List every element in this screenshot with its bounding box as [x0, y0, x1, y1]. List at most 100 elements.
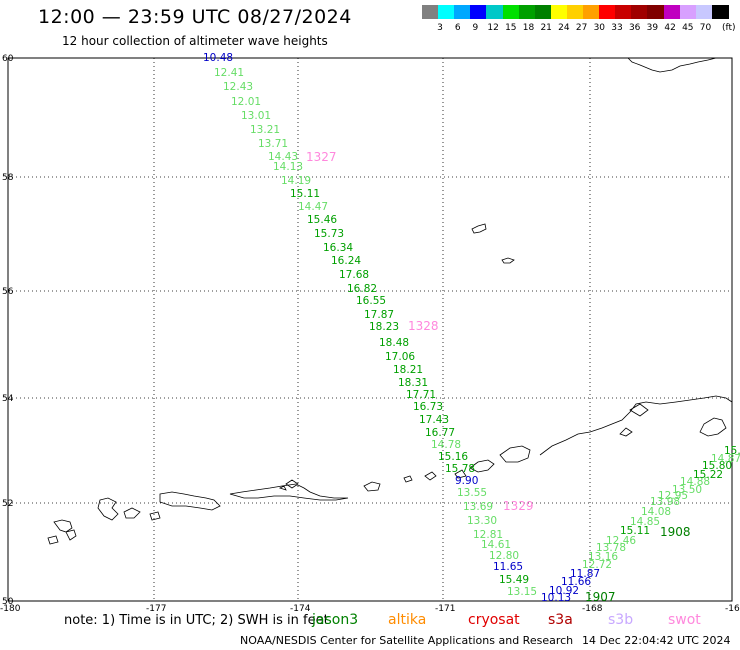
track-value-label: 10.92: [549, 585, 579, 597]
track-value-label: 13.50: [672, 484, 702, 496]
legend-swatch: [422, 5, 439, 19]
track-value-label: 15.22: [693, 469, 723, 481]
legend-swatch: [615, 5, 633, 19]
footer-organization: NOAA/NESDIS Center for Satellite Applica…: [240, 634, 574, 647]
legend-swatch: [518, 5, 536, 19]
satellite-name: jason3: [312, 612, 359, 628]
coastline-central-aleutians: [229, 479, 349, 501]
track-value-label: 12.41: [214, 67, 244, 79]
legend-swatch: [599, 5, 617, 19]
legend-label: 33: [611, 23, 623, 33]
note-text: note: 1) Time is in UTC; 2) SWH is in fe…: [64, 613, 329, 628]
track-value-label: 17.68: [339, 269, 369, 281]
track-value-label: 13.16: [588, 551, 618, 563]
track-value-label: 16.34: [323, 242, 353, 254]
lat-label: 58: [2, 173, 14, 183]
legend-swatch: [566, 5, 584, 19]
track-value-label: 13.78: [596, 542, 626, 554]
coastline-alaska-peninsula: [539, 395, 733, 456]
track-value-label: 12.43: [223, 81, 253, 93]
legend-swatch: [550, 5, 568, 19]
legend-label: 3: [437, 23, 443, 33]
lon-label: -174: [290, 604, 311, 614]
map-frame: [7, 57, 733, 602]
satellite-name: cryosat: [468, 612, 520, 628]
track-value-label: 15.49: [499, 574, 529, 586]
track-value-label: 14.85: [630, 516, 660, 528]
pass-label: 1907: [585, 590, 616, 604]
track-value-label: 13.21: [250, 124, 280, 136]
track-value-label: 13.15: [507, 586, 537, 598]
legend-label: 18: [522, 23, 535, 33]
legend-swatch: [647, 5, 665, 19]
track-value-label: 11.87: [570, 568, 600, 580]
pass-label: 1327: [306, 150, 337, 164]
track-value-label: 12.95: [658, 490, 688, 502]
track-value-label: 17.43: [419, 414, 449, 426]
track-value-label: 13.55: [457, 487, 487, 499]
track-value-label: 15.73: [314, 228, 344, 240]
lon-label: -177: [146, 604, 166, 614]
pass-label: 1328: [408, 319, 439, 333]
coastline-rat-islands: [97, 491, 221, 521]
track-value-label: 12.81: [473, 529, 503, 541]
legend-swatch: [663, 5, 681, 19]
legend-swatch: [631, 5, 649, 19]
legend-swatch: [583, 5, 600, 19]
track-value-label: 12.01: [231, 96, 261, 108]
track-value-label: 12.46: [606, 535, 636, 547]
satellite-name: swot: [668, 612, 701, 628]
map-title: 12:00 — 23:59 UTC 08/27/2024: [38, 6, 352, 28]
legend-label: 12: [487, 23, 499, 33]
legend-label: 42: [664, 23, 676, 33]
legend-label: 6: [454, 23, 461, 33]
legend-label: 70: [699, 23, 712, 33]
legend-unit: (ft): [722, 23, 736, 33]
lat-label: 60: [2, 54, 14, 64]
track-value-label: 10.13: [541, 592, 571, 604]
legend-swatch: [470, 5, 488, 19]
coastline-alaska-north: [627, 57, 717, 73]
track-value-label: 15.80: [702, 460, 732, 472]
track-value-label: 15.46: [307, 214, 337, 226]
legend-label: 21: [540, 23, 552, 33]
pass-label: 1908: [660, 525, 691, 539]
map-subtitle: 12 hour collection of altimeter wave hei…: [62, 34, 328, 48]
track-value-label: 15.: [724, 445, 740, 457]
coastline-pribilof-1: [471, 223, 487, 234]
lon-label: -180: [0, 604, 21, 614]
lat-label: 56: [2, 287, 14, 297]
lon-label: -16: [725, 604, 740, 614]
track-value-label: 12.72: [582, 559, 612, 571]
legend-swatch: [438, 5, 456, 19]
track-value-label: 13.01: [241, 110, 271, 122]
satellite-name: altika: [388, 612, 427, 628]
track-value-label: 13.30: [467, 515, 497, 527]
track-value-label: 12.80: [489, 550, 519, 562]
track-value-label: 14.43: [268, 151, 298, 163]
track-value-label: 15.78: [445, 463, 475, 475]
track-value-label: 9.90: [455, 475, 478, 487]
track-value-label: 18.23: [369, 321, 399, 333]
coastlines: [47, 57, 733, 545]
track-value-label: 14.08: [641, 506, 671, 518]
legend-label: 36: [628, 23, 641, 33]
legend-label: 27: [575, 23, 588, 33]
track-value-label: 15.11: [290, 188, 320, 200]
lat-label: 50: [2, 597, 14, 607]
track-value-label: 18.48: [379, 337, 409, 349]
satellite-name: s3a: [548, 612, 573, 628]
track-value-label: 15.11: [620, 525, 650, 537]
legend-swatch: [679, 5, 697, 19]
pass-label: 1329: [503, 499, 534, 513]
track-value-label: 18.31: [398, 377, 428, 389]
track-value-label: 18.21: [393, 364, 423, 376]
coastline-unimak: [499, 445, 531, 463]
legend-swatch: [486, 5, 504, 19]
legend-label: 39: [646, 23, 659, 33]
legend-swatch: [711, 5, 729, 19]
coastline-near-islands: [47, 519, 77, 545]
track-value-label: 16.24: [331, 255, 361, 267]
graticule: 60 58 56 54 52 50-180 -177 -174 -171 -168 -16: [0, 54, 740, 614]
